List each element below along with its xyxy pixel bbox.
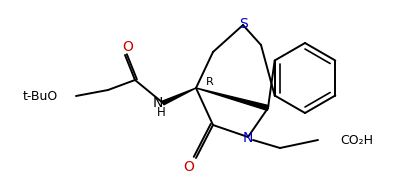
Text: R: R <box>206 77 214 87</box>
Text: N: N <box>153 96 163 110</box>
Polygon shape <box>196 88 269 110</box>
Text: O: O <box>123 40 134 54</box>
Text: H: H <box>157 105 165 119</box>
Text: S: S <box>239 17 247 31</box>
Text: N: N <box>243 131 253 145</box>
Text: CO₂H: CO₂H <box>340 134 373 146</box>
Text: t-BuO: t-BuO <box>23 90 58 103</box>
Text: O: O <box>184 160 195 174</box>
Polygon shape <box>162 88 196 105</box>
